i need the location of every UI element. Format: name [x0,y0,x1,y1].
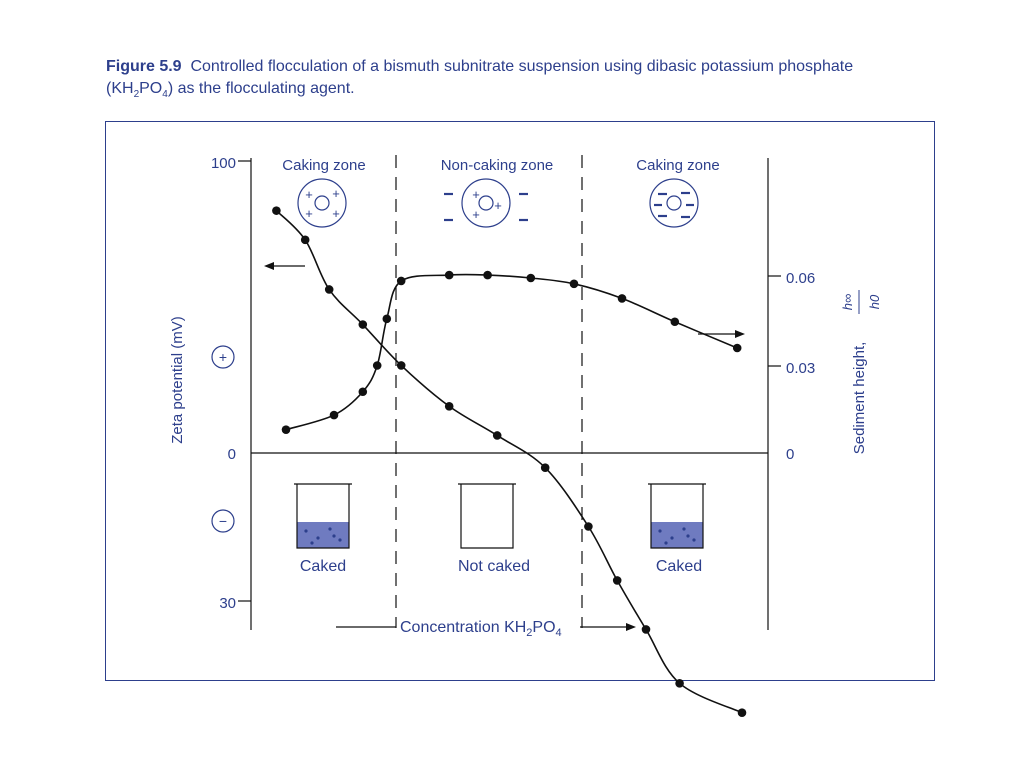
particle-negative-icon [649,178,699,228]
sediment-point-8 [526,273,536,283]
sediment-point-5 [396,276,406,286]
x-axis-label: Concentration KH2PO4 [400,619,562,639]
zeta-point-4 [396,361,406,370]
zeta-potential-line [275,210,743,714]
sediment-point-6 [444,270,454,280]
zeta-point-12 [737,708,747,717]
zeta-point-1 [300,235,310,245]
sediment-point-10 [617,294,627,303]
sediment-point-9 [569,279,579,289]
plus-circle-icon [211,345,235,369]
svg-text:+: + [332,206,340,221]
series-layer [272,206,747,717]
caption-text-before: Controlled flocculation of a bismuth sub… [106,58,854,97]
left-tick-label-30: 30 [219,595,236,612]
beaker-label-1: Caked [300,558,346,575]
figure-label: Figure 5.9 [106,58,182,75]
zeta-point-7 [540,463,550,473]
svg-text:+: + [494,198,502,213]
beaker-caked-1-icon [294,483,352,549]
beaker-label-2: Not caked [458,558,530,575]
zeta-axis-arrow-icon [264,262,274,270]
sediment-point-11 [670,317,680,327]
sediment-point-0 [281,425,291,434]
right-axis-label: Sediment height, [851,342,868,455]
beaker-label-3: Caked [656,558,702,575]
sediment-point-1 [329,410,339,420]
right-tick-label-0: 0 [786,446,794,463]
zeta-point-3 [358,320,368,329]
zeta-point-11 [675,679,684,688]
svg-text:+: + [472,187,480,202]
svg-text:+: + [332,186,340,201]
zeta-point-9 [612,576,622,585]
sediment-point-3 [372,361,382,370]
minus-symbol: − [219,513,227,529]
x-label-arrow-icon [626,623,636,631]
minus-circle-icon [211,509,235,533]
sediment-axis-arrow-icon [735,330,745,338]
sediment-point-12 [732,343,742,353]
left-axis-label: Zeta potential (mV) [169,316,186,444]
zeta-point-5 [444,401,454,411]
caption-text-after: ) as the flocculating agent. [167,80,355,97]
svg-text:+: + [472,207,480,222]
sediment-point-7 [483,270,492,280]
sediment-point-4 [382,314,392,324]
svg-text:+: + [305,206,313,221]
right-axis-fraction-denominator: h0 [867,294,882,309]
zone-label-1: Caking zone [282,157,365,174]
beaker-caked-2-icon [648,483,706,549]
figure-caption: Figure 5.9 Controlled flocculation of a … [106,56,906,106]
right-tick-label-003: 0.03 [786,360,815,377]
plus-symbol: + [219,349,227,365]
figure-frame [105,121,935,681]
sediment-height-line [285,273,738,431]
left-tick-label-100: 100 [211,155,236,172]
caption-sub-1: 2 [133,89,140,101]
particle-mixed-icon: + + + [444,178,528,228]
beaker-empty-icon [458,483,516,549]
zeta-point-2 [324,285,334,294]
particle-positive-icon: + + + + [297,178,347,228]
caption-text-mid: PO [139,80,163,97]
sediment-point-2 [358,387,368,397]
zeta-point-8 [584,522,593,531]
left-tick-label-0: 0 [228,446,236,463]
zeta-point-0 [272,206,281,215]
zeta-point-6 [492,431,502,440]
svg-text:+: + [305,187,313,202]
right-axis-fraction-numerator: h∞ [840,294,855,311]
zeta-point-10 [641,625,651,634]
zone-label-3: Caking zone [636,157,719,174]
right-tick-label-006: 0.06 [786,270,815,287]
zone-label-2: Non-caking zone [441,157,554,174]
caption-sub-2: 4 [162,89,168,101]
